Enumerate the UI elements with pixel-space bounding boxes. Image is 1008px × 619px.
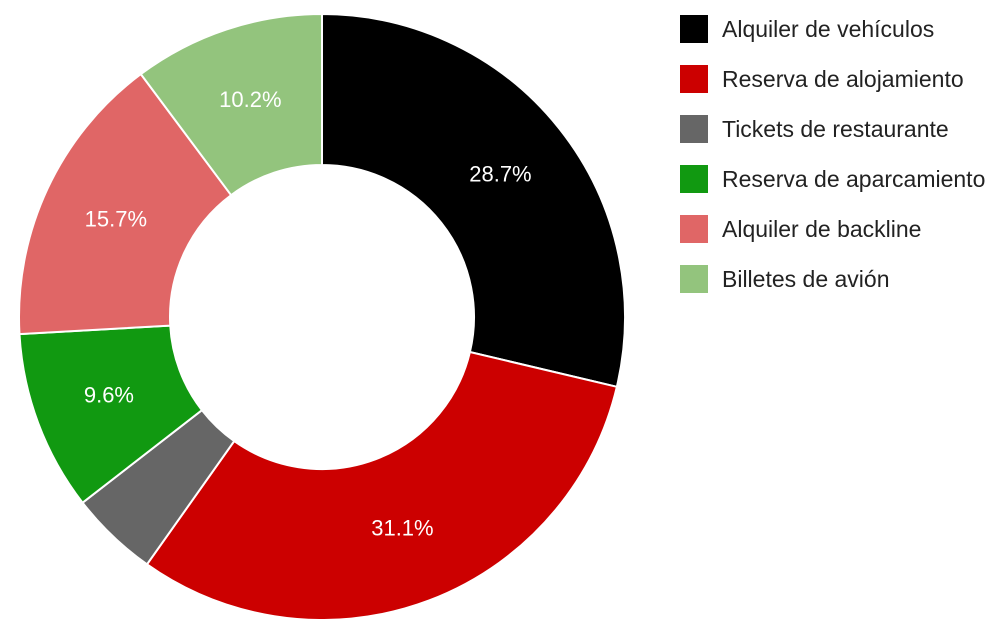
legend: Alquiler de vehículos Reserva de alojamie…	[680, 8, 1006, 308]
legend-item: Tickets de restaurante	[680, 108, 1006, 150]
legend-swatch	[680, 265, 708, 293]
chart: 28.7% 31.1% 9.6% 15.7% 10.2%	[18, 12, 626, 619]
legend-label: Reserva de aparcamiento	[722, 166, 986, 192]
legend-item: Alquiler de backline	[680, 208, 1006, 250]
legend-label: Reserva de alojamiento	[722, 66, 964, 92]
slice	[139, 12, 323, 197]
legend-swatch	[680, 15, 708, 43]
legend-swatch	[680, 115, 708, 143]
slice-label: 28.7%	[469, 162, 531, 187]
slice	[145, 350, 619, 619]
slice	[18, 72, 233, 336]
legend-swatch	[680, 215, 708, 243]
legend-label: Alquiler de vehículos	[722, 16, 935, 42]
legend-item: Billetes de avión	[680, 258, 1006, 300]
legend-label: Alquiler de backline	[722, 216, 922, 242]
legend-swatch	[680, 65, 708, 93]
legend-item: Reserva de alojamiento	[680, 58, 1006, 100]
slice	[321, 12, 626, 389]
slice-label: 10.2%	[219, 87, 281, 112]
slice-label: 31.1%	[371, 516, 433, 541]
legend-item: Alquiler de vehículos	[680, 8, 1006, 50]
legend-label: Tickets de restaurante	[722, 116, 949, 142]
slice-label: 15.7%	[85, 207, 147, 232]
legend-label: Billetes de avión	[722, 266, 890, 292]
legend-swatch	[680, 165, 708, 193]
slice-label: 9.6%	[84, 383, 134, 408]
legend-item: Reserva de aparcamiento	[680, 158, 1006, 200]
